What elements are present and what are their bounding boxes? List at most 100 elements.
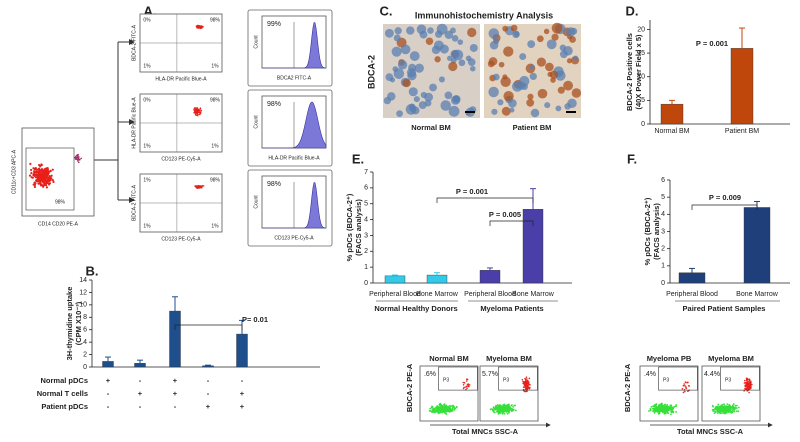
cell-dot (30, 176, 33, 179)
cell-dot (506, 412, 509, 415)
significance-bracket (691, 204, 758, 210)
ihc-cell (451, 35, 459, 42)
condition-sign: + (206, 402, 211, 411)
bar (479, 270, 501, 284)
ihc-cell (569, 36, 576, 43)
cell-dot (750, 381, 752, 384)
cell-dot (660, 402, 663, 405)
cell-dot (525, 385, 528, 388)
cell-dot (468, 384, 471, 386)
histogram (262, 182, 327, 229)
quadrant-value: 1% (143, 63, 151, 69)
quadrant-value: 0% (143, 17, 151, 23)
histogram-value: 98% (267, 181, 281, 188)
gate-value: 4.4% (704, 371, 720, 378)
cell-dot (33, 181, 36, 184)
cell-dot (452, 406, 455, 409)
ihc-cell (429, 83, 437, 92)
cell-dot (748, 380, 751, 382)
ihc-cell (409, 51, 420, 61)
cell-dot (436, 405, 439, 407)
cell-dot (728, 410, 731, 413)
cell-dot (439, 405, 442, 408)
x-axis-label: CD123 PE-Cy5-A (161, 236, 201, 242)
x-axis-label: CD123 PE-Cy5-A (274, 235, 314, 241)
cell-dot (720, 409, 723, 412)
cell-dot (685, 381, 687, 384)
cell-dot (45, 186, 49, 189)
cell-dot (463, 382, 466, 384)
error-bar (487, 267, 493, 271)
cell-dot (40, 169, 43, 172)
cell-dot (667, 408, 669, 411)
y-tick-label: 8 (83, 314, 87, 321)
cell-dot (528, 377, 531, 380)
ihc-cell (497, 99, 504, 106)
cell-dot (442, 407, 445, 410)
cell-dot (714, 410, 717, 413)
error-bar (137, 359, 143, 364)
ihc-cell (448, 61, 458, 72)
ihc-cell (519, 53, 527, 61)
cell-dot (497, 410, 500, 413)
cell-dot (77, 161, 80, 164)
error-bar (205, 364, 211, 366)
panel-label: D. (626, 3, 639, 18)
histogram-value: 98% (267, 101, 281, 108)
y-tick-label: 2 (661, 246, 665, 253)
cell-dot (197, 111, 200, 113)
cell-dot (726, 403, 729, 406)
cell-dot (744, 385, 747, 388)
ihc-cell (491, 108, 498, 115)
cell-dot (733, 410, 736, 413)
cell-dot (735, 404, 738, 407)
plot-title: Myeloma BM (708, 354, 754, 363)
cell-dot (467, 384, 469, 387)
ihc-cell (503, 90, 514, 102)
cell-dot (749, 386, 751, 389)
gate-value: .4% (644, 371, 656, 378)
cell-dot (508, 405, 511, 408)
y-tick-label: 10 (79, 302, 87, 309)
cell-dot (512, 405, 515, 408)
image-label: Patient BM (513, 123, 552, 132)
ihc-cell (488, 86, 499, 98)
cell-dot (40, 175, 43, 178)
cell-dot (42, 170, 45, 173)
cell-dot (194, 110, 196, 113)
cell-dot (449, 406, 451, 409)
panel-title: Immunohistochemistry Analysis (415, 10, 553, 20)
ihc-cell (467, 27, 477, 38)
quadrant-value: 0% (143, 97, 151, 103)
error-bar (172, 296, 178, 312)
y-tick-label: 15 (637, 50, 645, 57)
ihc-cell (427, 27, 434, 34)
condition-sign: + (240, 389, 245, 398)
significance-bracket (174, 324, 243, 330)
cell-dot (716, 412, 719, 414)
cell-dot (434, 407, 437, 409)
cell-dot (443, 404, 446, 407)
ihc-cell (551, 22, 563, 34)
ihc-cell (419, 30, 428, 39)
x-tick-label: Peripheral Blood (464, 291, 516, 298)
y-axis-label: BDCA-2 FITC-A (131, 24, 137, 61)
cell-dot (651, 407, 654, 410)
cell-dot (75, 157, 78, 159)
y-axis-label: (FACS analysis) (354, 199, 363, 256)
error-bar (105, 356, 111, 362)
cell-dot (745, 388, 747, 391)
condition-label: Normal T cells (37, 389, 88, 398)
cell-dot (429, 410, 432, 413)
y-tick-label: 4 (364, 216, 368, 223)
cell-dot (505, 404, 508, 407)
bar (743, 207, 771, 284)
ihc-cell (440, 100, 451, 111)
cell-dot (455, 405, 458, 408)
x-tick-label: Peripheral Blood (369, 291, 421, 298)
cell-dot (687, 384, 690, 387)
y-axis-label: BDCA-2 PE-A (405, 363, 414, 412)
y-axis-label: (CPM X10⁻³) (74, 301, 83, 345)
cell-dot (49, 169, 52, 172)
cell-dot (52, 180, 55, 184)
